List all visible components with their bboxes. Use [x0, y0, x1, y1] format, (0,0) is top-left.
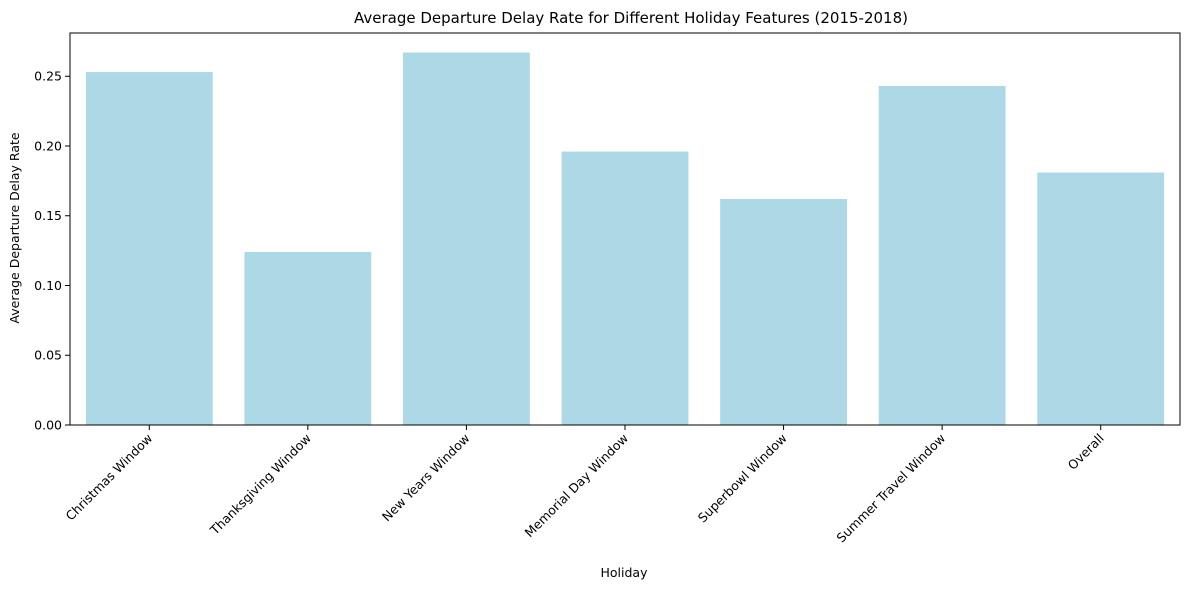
bar [561, 151, 689, 425]
y-tick-label: 0.25 [34, 69, 62, 84]
y-axis-ticks: 0.00 0.05 0.10 0.15 0.20 0.25 [34, 69, 70, 433]
bar [720, 199, 847, 425]
bar [878, 86, 1006, 425]
y-tick-label: 0.00 [34, 418, 62, 433]
x-tick-label: Superbowl Window [695, 431, 790, 526]
x-tick-label: Memorial Day Window [522, 431, 632, 541]
bar [85, 72, 213, 426]
y-tick-label: 0.15 [34, 208, 62, 223]
x-tick-label: New Years Window [379, 431, 473, 525]
x-axis-ticks: Christmas Window Thanksgiving Window New Y… [63, 425, 1107, 545]
x-axis-label: Holiday [601, 565, 649, 580]
y-axis-label: Average Departure Delay Rate [7, 132, 22, 323]
x-tick-label: Overall [1065, 431, 1107, 473]
bar [244, 252, 372, 425]
y-tick-label: 0.05 [34, 348, 62, 363]
chart-title: Average Departure Delay Rate for Differe… [354, 9, 908, 27]
x-tick-label: Christmas Window [63, 431, 156, 524]
plot-frame [69, 32, 1181, 426]
x-tick-label: Summer Travel Window [833, 431, 948, 546]
bars-layer [85, 52, 1165, 426]
y-tick-label: 0.10 [34, 278, 62, 293]
x-tick-label: Thanksgiving Window [206, 431, 314, 539]
bar [403, 52, 530, 426]
y-tick-label: 0.20 [34, 138, 62, 153]
bar [1037, 172, 1165, 425]
